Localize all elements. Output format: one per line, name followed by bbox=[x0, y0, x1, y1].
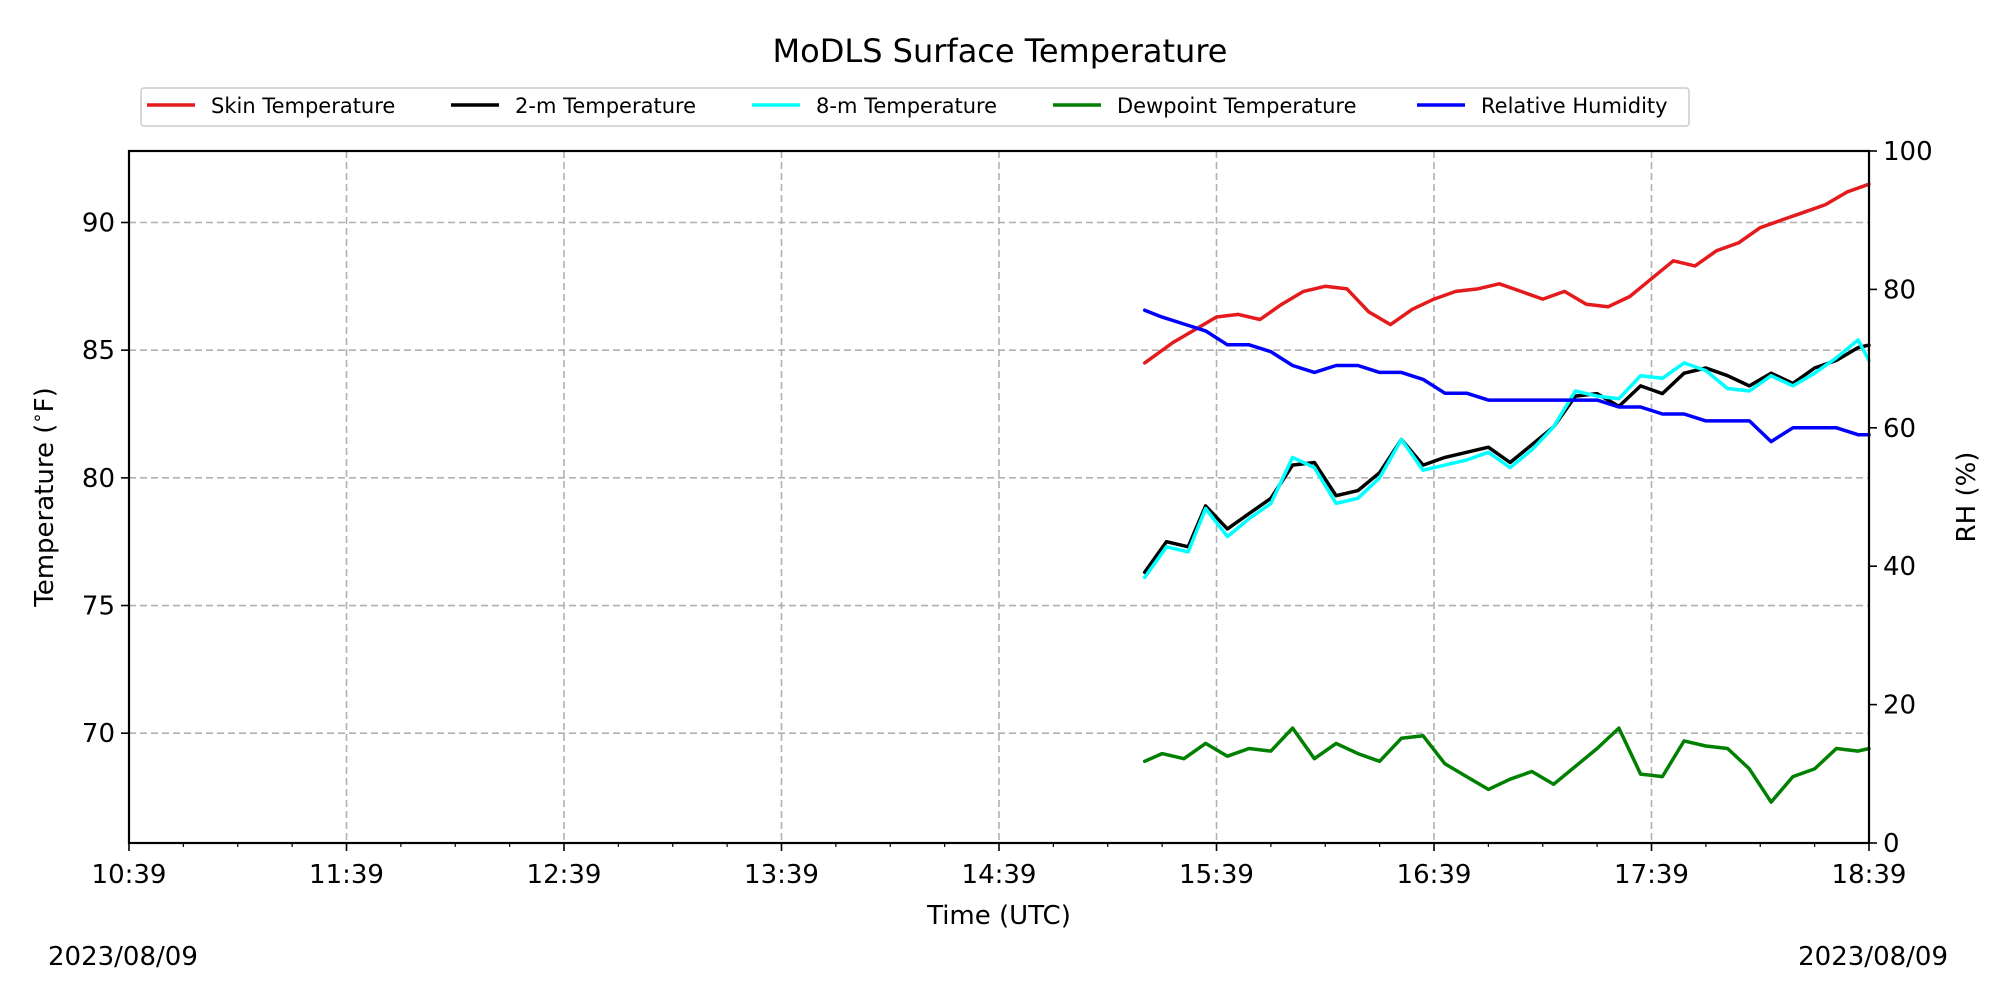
date-left: 2023/08/09 bbox=[48, 942, 198, 972]
y2-tick-label: 60 bbox=[1883, 414, 1916, 444]
x-tick-label: 17:39 bbox=[1614, 860, 1689, 890]
y2-axis-label: RH (%) bbox=[1952, 452, 1982, 543]
series-line-2-m-temperature bbox=[1142, 343, 1871, 575]
series-line-relative-humidity bbox=[1142, 308, 1871, 444]
y-axis-left: 70 75 80 85 90 bbox=[82, 208, 129, 749]
y2-tick-label: 100 bbox=[1883, 137, 1933, 167]
legend-label-skin-temperature: Skin Temperature bbox=[211, 94, 395, 118]
y2-tick-label: 0 bbox=[1883, 829, 1900, 859]
x-tick-label: 11:39 bbox=[309, 860, 384, 890]
x-tick-label: 16:39 bbox=[1397, 860, 1472, 890]
x-tick-label: 13:39 bbox=[744, 860, 819, 890]
x-tick-label: 15:39 bbox=[1179, 860, 1254, 890]
x-tick-label: 10:39 bbox=[92, 860, 167, 890]
legend-label-8-m-temperature: 8-m Temperature bbox=[816, 94, 997, 118]
legend-label-2-m-temperature: 2-m Temperature bbox=[515, 94, 696, 118]
chart-title: MoDLS Surface Temperature bbox=[773, 32, 1228, 70]
series-line-skin-temperature bbox=[1142, 182, 1871, 365]
y2-tick-label: 80 bbox=[1883, 275, 1916, 305]
x-axis-label: Time (UTC) bbox=[926, 901, 1071, 931]
y-tick-label: 75 bbox=[82, 592, 115, 622]
series-line-8-m-temperature bbox=[1142, 338, 1871, 580]
legend-box bbox=[140, 87, 1690, 127]
date-right: 2023/08/09 bbox=[1798, 942, 1948, 972]
legend-label-relative-humidity: Relative Humidity bbox=[1481, 94, 1668, 118]
grid bbox=[129, 151, 1869, 843]
y-tick-label: 90 bbox=[82, 208, 115, 238]
y2-tick-label: 40 bbox=[1883, 552, 1916, 582]
x-tick-label: 12:39 bbox=[527, 860, 602, 890]
x-tick-label: 14:39 bbox=[962, 860, 1037, 890]
series-group bbox=[1142, 182, 1871, 804]
x-tick-label: 18:39 bbox=[1832, 860, 1907, 890]
legend: Skin Temperature 2-m Temperature 8-m Tempe… bbox=[140, 87, 1690, 127]
y-tick-label: 80 bbox=[82, 464, 115, 494]
y2-tick-label: 20 bbox=[1883, 691, 1916, 721]
y-axis-right: 0 20 40 60 80 100 bbox=[1869, 137, 1933, 859]
y-tick-label: 70 bbox=[82, 719, 115, 749]
y-tick-label: 85 bbox=[82, 336, 115, 366]
x-axis: 10:39 11:39 12:39 13:39 14:39 15:39 16:39 17:39… bbox=[92, 843, 1907, 890]
legend-label-dewpoint-temperature: Dewpoint Temperature bbox=[1117, 94, 1357, 118]
series-line-dewpoint-temperature bbox=[1142, 726, 1871, 804]
y-axis-label: Temperature (∘F) bbox=[27, 387, 61, 608]
